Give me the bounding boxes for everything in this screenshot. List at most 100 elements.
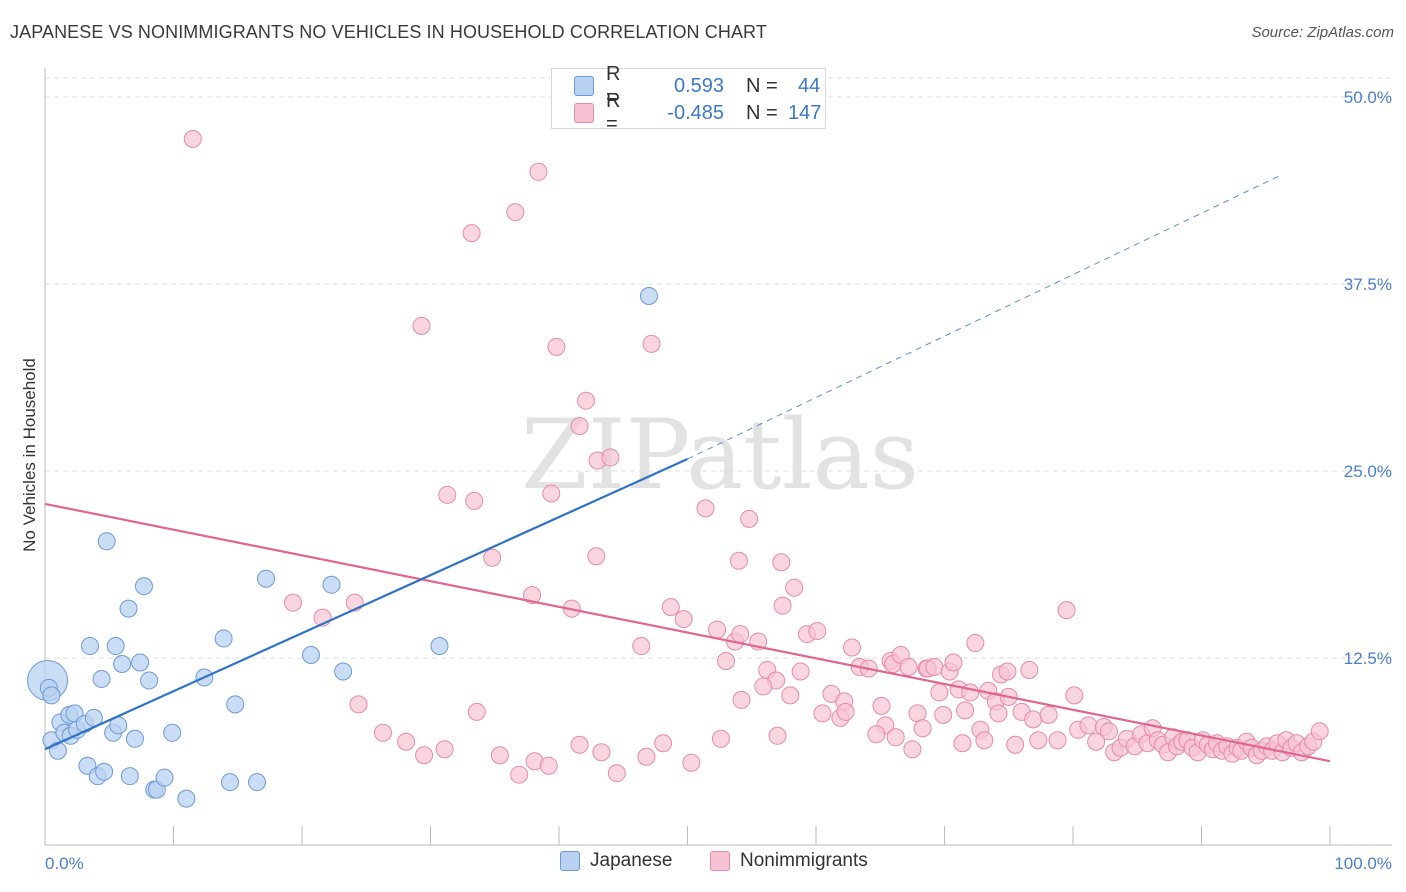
nonimmigrants-point (842, 638, 861, 657)
nonimmigrants-point (934, 705, 953, 724)
axis-layer (44, 68, 1392, 846)
nonimmigrants-point (674, 610, 693, 629)
japanese-point (48, 741, 67, 760)
nonimmigrants-points (183, 129, 1329, 784)
japanese-point (334, 662, 353, 681)
nonimmigrants-point (989, 704, 1008, 723)
r-value-japanese: 0.593 (673, 74, 724, 97)
stats-row-japanese: R = 0.593 N = 44 (574, 63, 821, 108)
nonimmigrants-point (772, 553, 791, 572)
nonimmigrants-point (661, 598, 680, 617)
nonimmigrants-point (903, 740, 922, 759)
nonimmigrants-point (1087, 732, 1106, 751)
watermark: ZIPatlas (521, 399, 919, 511)
japanese-point (125, 729, 144, 748)
y-tick-label: 37.5% (1344, 275, 1392, 294)
legend-label-nonimmigrants: Nonimmigrants (740, 850, 868, 871)
nonimmigrants-point (483, 548, 502, 567)
y-axis-label: No Vehicles in Household (20, 358, 39, 552)
japanese-legend-swatch (560, 851, 580, 871)
nonimmigrants-point (731, 625, 750, 644)
legend-item-japanese[interactable]: Japanese (560, 850, 672, 872)
nonimmigrants-point (1057, 601, 1076, 620)
series-legend: Japanese Nonimmigrants (0, 850, 1406, 880)
nonimmigrants-point (930, 683, 949, 702)
nonimmigrants-point (966, 634, 985, 653)
nonimmigrants-point (1024, 710, 1043, 729)
nonimmigrants-point (754, 677, 773, 696)
japanese-point (301, 646, 320, 665)
japanese-point (113, 654, 132, 673)
japanese-point (163, 723, 182, 742)
trend-layer (44, 175, 1331, 763)
y-axis-label-wrap: No Vehicles in Household (7, 300, 47, 600)
source-credit: Source: ZipAtlas.com (1251, 24, 1394, 41)
legend-item-nonimmigrants[interactable]: Nonimmigrants (710, 850, 868, 872)
nonimmigrants-point (768, 726, 787, 745)
nonimmigrants-point (373, 723, 392, 742)
nonimmigrants-point (717, 651, 736, 670)
nonimmigrants-point (587, 547, 606, 566)
japanese-point (97, 532, 116, 551)
nonimmigrants-point (1310, 722, 1329, 741)
japanese-point (221, 773, 240, 792)
japanese-swatch (574, 76, 594, 96)
nonimmigrants-point (1029, 731, 1048, 750)
japanese-point (177, 789, 196, 808)
nonimmigrants-point (542, 484, 561, 503)
y-tick-label: 25.0% (1344, 462, 1392, 481)
nonimmigrants-point (998, 662, 1017, 681)
r-label: R = (606, 90, 621, 135)
nonimmigrants-point (607, 764, 626, 783)
nonimmigrants-point (682, 753, 701, 772)
nonimmigrants-point (773, 596, 792, 615)
nonimmigrants-point (349, 695, 368, 714)
japanese-point (92, 669, 111, 688)
nonimmigrants-point (740, 509, 759, 528)
nonimmigrants-point (462, 224, 481, 243)
japanese-point (80, 637, 99, 656)
nonimmigrants-point (1048, 731, 1067, 750)
nonimmigrants-point (438, 485, 457, 504)
nonimmigrants-point (729, 551, 748, 570)
japanese-point (248, 773, 267, 792)
nonimmigrants-point (576, 391, 595, 410)
nonimmigrants-point (529, 162, 548, 181)
nonimmigrants-point (490, 746, 509, 765)
nonimmigrants-point (975, 731, 994, 750)
japanese-point (639, 286, 658, 305)
japanese-point (140, 671, 159, 690)
nonimmigrants-point (899, 657, 918, 676)
nonimmigrants-point (1006, 735, 1025, 754)
nonimmigrants-legend-swatch (710, 851, 730, 871)
nonimmigrants-point (510, 765, 529, 784)
grid-layer (45, 77, 1392, 659)
nonimmigrants-point (813, 704, 832, 723)
nonimmigrants-point (415, 746, 434, 765)
nonimmigrants-point (570, 735, 589, 754)
japanese-point (155, 768, 174, 787)
japanese-points (27, 286, 658, 808)
japanese-point (322, 575, 341, 594)
nonimmigrants-point (570, 417, 589, 436)
stats-legend: R = 0.593 N = 44 R = -0.485 N = 147 (551, 63, 826, 135)
japanese-point (119, 599, 138, 618)
japanese-point (120, 767, 139, 786)
nonimmigrants-point (284, 593, 303, 612)
nonimmigrants-point (708, 620, 727, 639)
japanese-point (131, 653, 150, 672)
nonimmigrants-point (523, 586, 542, 605)
x-tick-label: 0.0% (45, 854, 84, 873)
japanese-point (226, 695, 245, 714)
nonimmigrants-point (412, 316, 431, 335)
nonimmigrants-point (836, 702, 855, 721)
japanese-point (95, 762, 114, 781)
n-value-japanese: 44 (798, 74, 821, 97)
nonimmigrants-point (601, 448, 620, 467)
nonimmigrants-point (781, 686, 800, 705)
nonimmigrants-point (637, 747, 656, 766)
japanese-point (257, 569, 276, 588)
n-value-nonimmigrants: 147 (788, 101, 822, 124)
nonimmigrants-point (785, 578, 804, 597)
nonimmigrants-point (642, 334, 661, 353)
